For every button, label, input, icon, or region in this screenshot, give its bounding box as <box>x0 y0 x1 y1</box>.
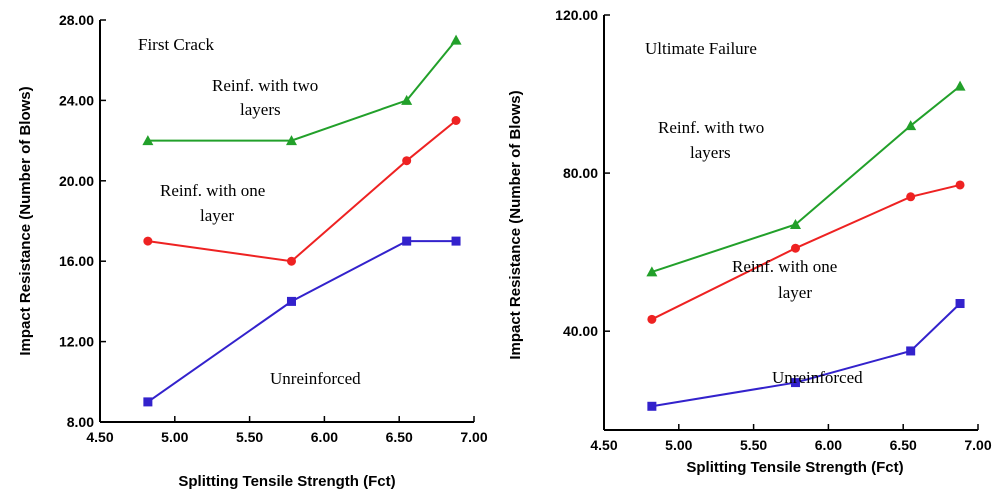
x-axis-title: Splitting Tensile Strength (Fct) <box>178 473 395 490</box>
y-tick-label: 16.00 <box>59 253 94 269</box>
data-point-triangle <box>450 34 462 45</box>
first-crack-chart: 4.50 5.00 5.50 6.00 6.50 7.00 8.00 12.00 16.00 20… <box>17 12 488 490</box>
x-tick-label: 5.50 <box>236 429 263 445</box>
x-tick-label: 6.50 <box>386 429 413 445</box>
annotation-one-layer-line1: Reinf. with one <box>160 181 265 200</box>
x-tick-label: 6.00 <box>311 429 338 445</box>
series-line-square <box>147 240 457 403</box>
y-tick-label: 40.00 <box>563 323 598 339</box>
y-tick-label: 28.00 <box>59 12 94 28</box>
x-tick-label: 7.00 <box>460 429 487 445</box>
y-tick-label: 24.00 <box>59 92 94 108</box>
data-point-square <box>143 397 153 407</box>
axis-ticks: 4.50 5.00 5.50 6.00 6.50 7.00 40.00 80.00 120.00 <box>555 7 992 453</box>
annotation-unreinforced: Unreinforced <box>772 368 863 387</box>
data-point-square <box>955 299 965 309</box>
data-point-triangle <box>285 135 297 146</box>
data-point-circle <box>955 180 965 190</box>
y-tick-label: 12.00 <box>59 334 94 350</box>
data-point-triangle <box>905 120 917 131</box>
annotation-one-layer-line1: Reinf. with one <box>732 257 837 276</box>
data-point-triangle <box>646 266 658 277</box>
data-point-triangle <box>142 135 154 146</box>
series-marks <box>646 80 966 411</box>
y-axis-title: Impact Resistance (Number of Blows) <box>17 86 34 355</box>
series-line-triangle <box>147 39 457 142</box>
data-point-circle <box>790 243 800 253</box>
x-tick-label: 6.50 <box>890 437 917 453</box>
x-tick-label: 5.50 <box>740 437 767 453</box>
data-point-square <box>790 378 800 388</box>
series-marks <box>142 34 462 407</box>
y-axis-title: Impact Resistance (Number of Blows) <box>507 90 524 359</box>
y-tick-label: 8.00 <box>67 414 94 430</box>
y-tick-label: 20.00 <box>59 173 94 189</box>
x-axis-title: Splitting Tensile Strength (Fct) <box>686 459 903 476</box>
x-tick-label: 7.00 <box>964 437 991 453</box>
x-tick-label: 6.00 <box>815 437 842 453</box>
x-tick-label: 5.00 <box>161 429 188 445</box>
y-tick-label: 80.00 <box>563 165 598 181</box>
data-point-circle <box>647 314 657 324</box>
series-line-circle <box>147 119 457 263</box>
x-tick-label: 4.50 <box>86 429 113 445</box>
data-point-square <box>906 346 916 356</box>
y-tick-label: 120.00 <box>555 7 598 23</box>
data-point-square <box>647 401 657 411</box>
annotation-two-layers-line2: layers <box>240 100 281 119</box>
annotation-unreinforced: Unreinforced <box>270 369 361 388</box>
data-point-circle <box>906 192 916 202</box>
data-point-triangle <box>401 94 413 105</box>
annotation-two-layers-line1: Reinf. with two <box>658 118 764 137</box>
data-point-triangle <box>954 80 966 91</box>
annotation-ultimate-failure: Ultimate Failure <box>645 39 757 58</box>
annotation-two-layers-line2: layers <box>690 143 731 162</box>
series-line-square <box>651 302 961 408</box>
annotation-one-layer-line2: layer <box>778 283 812 302</box>
data-point-triangle <box>789 218 801 229</box>
data-point-circle <box>402 156 412 166</box>
data-point-square <box>402 236 412 246</box>
x-tick-label: 5.00 <box>665 437 692 453</box>
annotation-two-layers-line1: Reinf. with two <box>212 76 318 95</box>
series-line-triangle <box>651 85 961 273</box>
data-point-square <box>286 296 296 306</box>
series-line-circle <box>651 183 961 321</box>
data-point-square <box>451 236 461 246</box>
annotation-one-layer-line2: layer <box>200 206 234 225</box>
axis-ticks: 4.50 5.00 5.50 6.00 6.50 7.00 8.00 12.00 16.00 20… <box>59 12 488 445</box>
annotation-first-crack: First Crack <box>138 35 215 54</box>
ultimate-failure-chart: 4.50 5.00 5.50 6.00 6.50 7.00 40.00 80.00 120.00… <box>507 7 992 476</box>
data-point-circle <box>451 116 461 125</box>
data-point-circle <box>143 236 153 246</box>
x-tick-label: 4.50 <box>590 437 617 453</box>
data-point-circle <box>286 256 296 266</box>
